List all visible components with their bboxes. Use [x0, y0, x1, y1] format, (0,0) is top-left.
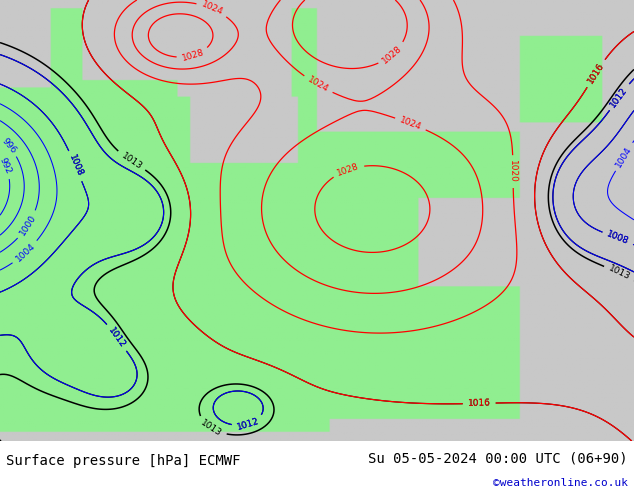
Text: 1004: 1004 [614, 145, 634, 169]
Text: Surface pressure [hPa] ECMWF: Surface pressure [hPa] ECMWF [6, 454, 241, 467]
Text: 1028: 1028 [380, 44, 404, 65]
Text: 1020: 1020 [508, 160, 517, 183]
Text: 1016: 1016 [468, 399, 491, 408]
Text: 1016: 1016 [586, 61, 606, 85]
Text: 996: 996 [0, 136, 18, 155]
Text: 1024: 1024 [200, 0, 224, 18]
Text: 1016: 1016 [468, 399, 491, 408]
Text: 1024: 1024 [398, 115, 423, 132]
Text: 1008: 1008 [605, 230, 630, 246]
Text: 1008: 1008 [67, 154, 84, 178]
Text: 1013: 1013 [607, 264, 631, 282]
Text: 1024: 1024 [306, 75, 330, 95]
Text: 1028: 1028 [336, 162, 361, 178]
Text: 1013: 1013 [199, 418, 223, 438]
Text: 1008: 1008 [67, 154, 84, 178]
Text: 1012: 1012 [107, 326, 127, 349]
Text: 1013: 1013 [119, 151, 143, 171]
Text: 1012: 1012 [609, 85, 630, 109]
Text: ©weatheronline.co.uk: ©weatheronline.co.uk [493, 478, 628, 488]
Text: 1012: 1012 [236, 416, 261, 432]
Text: 1008: 1008 [605, 230, 630, 246]
Text: 992: 992 [0, 156, 13, 176]
Text: 1012: 1012 [107, 326, 127, 349]
Text: Su 05-05-2024 00:00 UTC (06+90): Su 05-05-2024 00:00 UTC (06+90) [368, 451, 628, 465]
Text: 1028: 1028 [181, 48, 205, 63]
Text: 1012: 1012 [609, 85, 630, 109]
Text: 1016: 1016 [586, 61, 606, 85]
Text: 1000: 1000 [18, 213, 38, 237]
Text: 1004: 1004 [14, 242, 37, 264]
Text: 1012: 1012 [236, 416, 261, 432]
